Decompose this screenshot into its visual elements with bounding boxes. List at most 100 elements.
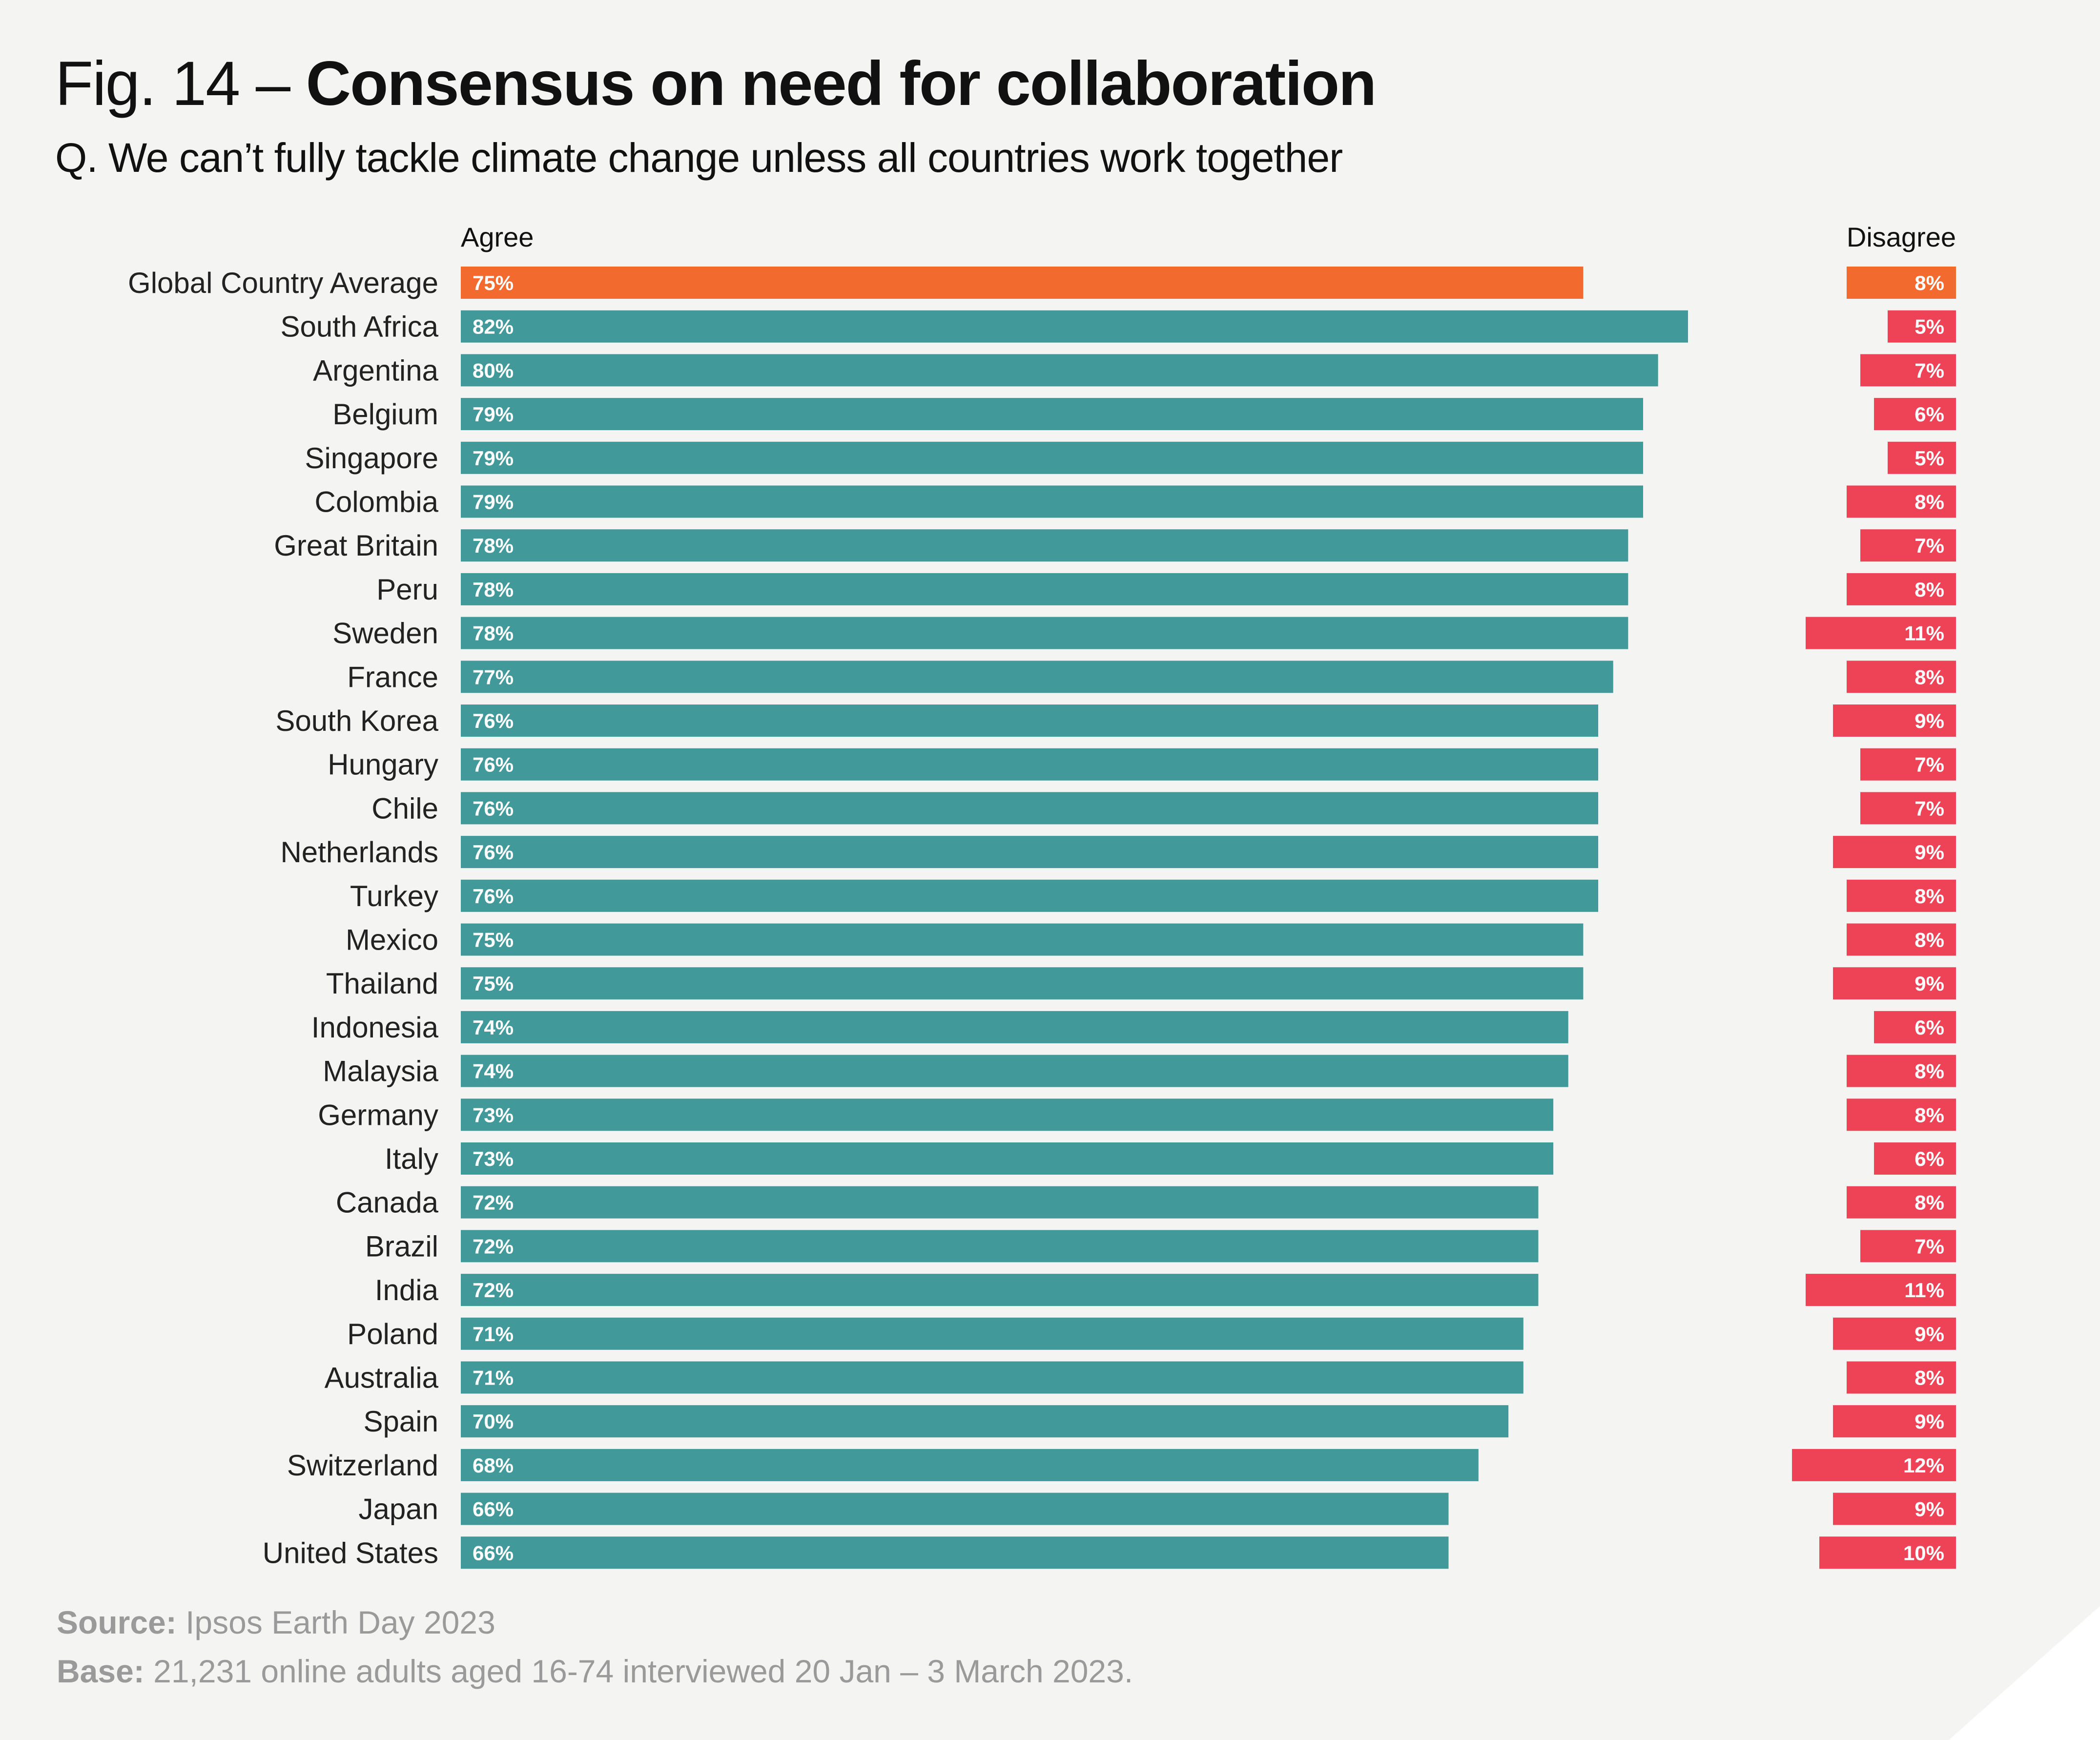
disagree-bar-south-africa [1888,310,1956,343]
disagree-bar-global-country-average [1847,267,1956,299]
agree-bar-argentina [461,354,1658,387]
agree-bar-malaysia [461,1055,1568,1087]
row-label-poland: Poland [347,1318,438,1350]
disagree-value-germany: 8% [1915,1103,1944,1126]
disagree-value-peru: 8% [1915,578,1944,601]
disagree-bar-brazil [1860,1230,1956,1263]
disagree-value-spain: 9% [1915,1410,1944,1433]
disagree-value-switzerland: 12% [1903,1454,1944,1477]
agree-bar-france [461,661,1613,693]
agree-bar-south-africa [461,310,1688,343]
agree-value-mexico: 75% [473,929,514,952]
row-label-chile: Chile [371,792,438,825]
agree-value-peru: 78% [473,578,514,601]
disagree-value-belgium: 6% [1915,403,1944,426]
disagree-value-italy: 6% [1915,1147,1944,1170]
row-label-italy: Italy [385,1142,438,1175]
agree-value-spain: 70% [473,1410,514,1433]
row-label-germany: Germany [318,1098,438,1131]
disagree-value-colombia: 8% [1915,491,1944,514]
agree-value-sweden: 78% [473,622,514,645]
agree-value-south-africa: 82% [473,315,514,338]
row-label-great-britain: Great Britain [274,529,438,562]
disagree-bar-argentina [1860,354,1956,387]
figure-title-text: Consensus on need for collaboration [306,49,1377,119]
base-label: Base: [57,1653,144,1689]
disagree-bar-france [1847,661,1956,693]
agree-bar-turkey [461,879,1599,912]
disagree-bar-chile [1860,792,1956,825]
agree-bar-canada [461,1186,1539,1219]
disagree-bar-singapore [1888,441,1956,474]
agree-bar-singapore [461,441,1644,474]
disagree-bar-italy [1874,1142,1956,1175]
agree-value-japan: 66% [473,1498,514,1521]
disagree-bar-south-korea [1833,704,1956,737]
disagree-value-chile: 7% [1915,797,1944,820]
row-label-singapore: Singapore [305,442,438,475]
disagree-value-japan: 9% [1915,1498,1944,1521]
disagree-bar-great-britain [1860,529,1956,562]
disagree-bar-turkey [1847,879,1956,912]
agree-value-italy: 73% [473,1147,514,1170]
disagree-bar-netherlands [1833,836,1956,869]
disagree-value-india: 11% [1904,1279,1944,1302]
row-label-australia: Australia [325,1362,439,1394]
disagree-bar-hungary [1860,748,1956,781]
agree-bar-colombia [461,485,1644,518]
disagree-bar-india [1806,1274,1956,1306]
row-label-global-country-average: Global Country Average [128,267,438,299]
source-label: Source: [57,1604,177,1640]
agree-bar-chile [461,792,1599,825]
row-label-south-korea: South Korea [275,704,438,737]
agree-bar-south-korea [461,704,1599,737]
agree-value-belgium: 79% [473,403,514,426]
agree-value-switzerland: 68% [473,1454,514,1477]
disagree-bar-colombia [1847,485,1956,518]
agree-bar-brazil [461,1230,1539,1263]
disagree-value-singapore: 5% [1915,447,1944,470]
row-label-south-africa: South Africa [280,311,438,343]
disagree-value-global-country-average: 8% [1915,271,1944,294]
row-label-brazil: Brazil [365,1230,438,1263]
row-label-canada: Canada [336,1186,439,1219]
disagree-value-sweden: 11% [1904,622,1944,645]
disagree-value-united-states: 10% [1903,1541,1944,1564]
agree-value-united-states: 66% [473,1541,514,1564]
agree-bar-mexico [461,923,1584,956]
agree-value-colombia: 79% [473,491,514,514]
agree-bar-belgium [461,398,1644,431]
agree-bar-australia [461,1361,1524,1394]
agree-value-france: 77% [473,665,514,688]
disagree-value-france: 8% [1915,665,1944,688]
disagree-value-indonesia: 6% [1915,1016,1944,1039]
row-label-turkey: Turkey [350,880,438,912]
row-label-switzerland: Switzerland [287,1449,438,1482]
figure-subtitle: Q. We can’t fully tackle climate change … [55,135,1343,181]
disagree-bar-united-states [1819,1536,1956,1569]
bar-chart: Agree Disagree Global Country Average 75% 8%… [128,222,1956,1569]
row-label-hungary: Hungary [328,748,438,781]
agree-value-malaysia: 74% [473,1060,514,1083]
agree-bar-italy [461,1142,1554,1175]
agree-value-netherlands: 76% [473,841,514,864]
row-label-japan: Japan [359,1493,438,1526]
agree-bar-global-country-average [461,267,1584,299]
base-text: 21,231 online adults aged 16-74 intervie… [153,1653,1133,1689]
row-label-mexico: Mexico [346,924,438,956]
base-note: Base: 21,231 online adults aged 16-74 in… [57,1655,1133,1687]
agree-value-poland: 71% [473,1323,514,1346]
agree-bar-switzerland [461,1449,1479,1481]
agree-value-hungary: 76% [473,753,514,776]
disagree-bar-switzerland [1792,1449,1956,1481]
agree-bar-germany [461,1098,1554,1131]
agree-bar-thailand [461,967,1584,1000]
disagree-value-canada: 8% [1915,1191,1944,1214]
agree-value-australia: 71% [473,1367,514,1389]
agree-bar-united-states [461,1536,1449,1569]
disagree-value-hungary: 7% [1915,753,1944,776]
agree-bar-spain [461,1405,1509,1438]
agree-value-south-korea: 76% [473,709,514,732]
agree-bar-great-britain [461,529,1628,562]
